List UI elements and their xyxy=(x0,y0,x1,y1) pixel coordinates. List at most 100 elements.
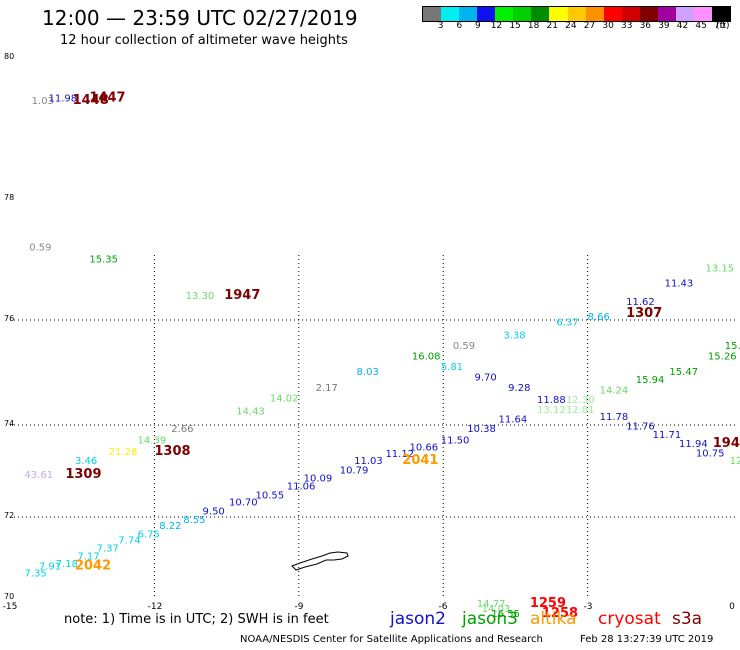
color-swatch xyxy=(621,7,640,21)
wave-height-label: 7.91 xyxy=(39,562,61,573)
wave-height-label: 15.26 xyxy=(708,351,737,362)
lon-tick-0: 0 xyxy=(729,602,735,612)
wave-height-label: 11.62 xyxy=(626,297,655,308)
wave-height-label: 14.02 xyxy=(270,393,299,404)
color-swatch xyxy=(531,7,550,21)
wave-height-label: 11.43 xyxy=(665,279,694,290)
wave-height-label: 10.70 xyxy=(229,498,258,509)
legend-jason2: jason2 xyxy=(390,609,446,629)
wave-height-label: 3.46 xyxy=(75,456,97,467)
wave-height-label: 11.76 xyxy=(626,422,655,433)
color-scale-label: 15 xyxy=(509,21,521,31)
pass-time-label: 1307 xyxy=(626,306,662,321)
wave-height-label: 15. xyxy=(725,341,740,352)
lat-tick-74: 74 xyxy=(4,419,15,428)
wave-height-label: 9.28 xyxy=(508,383,530,394)
color-scale-bar xyxy=(422,6,731,22)
wave-height-label: 6.75 xyxy=(138,529,160,540)
legend-cryosat: cryosat xyxy=(598,609,661,629)
grid-lines xyxy=(10,255,735,598)
pass-time-label: 1947 xyxy=(224,288,260,303)
wave-height-label: 12 xyxy=(730,456,740,467)
wave-height-label: 15.47 xyxy=(669,367,698,378)
lat-tick-76: 76 xyxy=(4,314,15,323)
wave-height-label: 14.24 xyxy=(600,386,629,397)
color-scale-label: 39 xyxy=(658,21,670,31)
lon-tick-minus3: -3 xyxy=(583,602,593,612)
wave-height-label: 43.61 xyxy=(24,470,53,481)
color-swatch xyxy=(477,7,496,21)
color-swatch xyxy=(567,7,586,21)
wave-height-label: 7.18 xyxy=(56,559,78,570)
color-swatch xyxy=(441,7,460,21)
color-swatch xyxy=(603,7,622,21)
pass-time-label: 1258 xyxy=(542,606,578,621)
wave-height-label: 11.50 xyxy=(441,435,470,446)
color-scale-label: 27 xyxy=(583,21,596,31)
color-scale-label: 3 xyxy=(437,21,444,31)
color-swatch xyxy=(459,7,478,21)
wave-height-label: 3.38 xyxy=(503,330,525,341)
wave-height-label: 10.55 xyxy=(255,491,284,502)
pass-time-label: 1309 xyxy=(65,467,101,482)
wave-height-label: 11.78 xyxy=(600,412,629,423)
wave-height-label: 5.81 xyxy=(441,362,463,373)
color-scale-labels: 3 6 9 12 15 18 21 24 27 30 33 36 39 42 45 70 xyxy=(422,21,729,33)
wave-height-label: 8.55 xyxy=(183,515,205,526)
wave-height-label: 8.22 xyxy=(159,521,181,532)
wave-height-label: 11.94 xyxy=(679,439,708,450)
footnote: note: 1) Time is in UTC; 2) SWH is in fe… xyxy=(64,612,329,627)
wave-height-label: 7.37 xyxy=(97,543,119,554)
wave-height-label: 10.66 xyxy=(410,442,439,453)
lon-tick-minus9: -9 xyxy=(294,602,304,612)
wave-height-label: 10.79 xyxy=(340,465,369,476)
lat-tick-78: 78 xyxy=(4,193,15,202)
wave-height-label: 13.12 xyxy=(537,405,566,416)
color-swatch xyxy=(657,7,676,21)
wave-height-label: 0.59 xyxy=(29,242,51,253)
wave-height-label: 11.71 xyxy=(653,430,682,441)
color-scale-label: 33 xyxy=(620,21,633,31)
wave-height-label: 7.35 xyxy=(24,569,46,580)
wave-height-label: 2.66 xyxy=(171,424,193,435)
wave-height-label: 21.28 xyxy=(109,447,138,458)
color-scale-label: 42 xyxy=(676,21,689,31)
legend-s3a: s3a xyxy=(672,609,703,629)
wave-height-label: 1.03 xyxy=(32,96,54,107)
color-swatch xyxy=(495,7,514,21)
wave-height-label: 16.55 xyxy=(491,609,520,620)
color-swatch xyxy=(549,7,568,21)
wave-height-label: 14.39 xyxy=(138,435,167,446)
wave-height-label: 6.37 xyxy=(556,317,578,328)
color-scale-label: 36 xyxy=(639,21,652,31)
wave-height-label: 11.88 xyxy=(537,395,566,406)
lat-tick-70: 70 xyxy=(4,592,15,601)
pass-time-label: 1259 xyxy=(530,596,566,611)
page-subtitle: 12 hour collection of altimeter wave hei… xyxy=(60,33,348,48)
color-scale-label: 9 xyxy=(474,21,481,31)
wave-height-label: 14.03 xyxy=(482,604,511,615)
pass-time-label: 2042 xyxy=(75,559,111,574)
wave-height-label: 13.30 xyxy=(186,291,215,302)
wave-height-label: 8.66 xyxy=(588,312,610,323)
wave-height-label: 11.03 xyxy=(354,456,383,467)
color-swatch xyxy=(693,7,712,21)
pass-time-label: 1447 xyxy=(89,91,125,106)
color-scale-label: 21 xyxy=(546,21,558,31)
wave-height-label: 12.30 xyxy=(566,395,595,406)
pass-time-label: 2041 xyxy=(402,453,438,468)
color-swatch xyxy=(639,7,658,21)
lat-tick-80: 80 xyxy=(4,52,15,61)
wave-height-label: 11.06 xyxy=(287,481,316,492)
lon-tick-minus15: -15 xyxy=(2,602,18,612)
jan-mayen-island xyxy=(291,551,349,571)
wave-height-label: 14.77 xyxy=(477,599,506,610)
page-title: 12:00 — 23:59 UTC 02/27/2019 xyxy=(42,6,358,30)
wave-height-label: 16.08 xyxy=(412,351,441,362)
color-swatch xyxy=(585,7,604,21)
wave-height-label: 9.50 xyxy=(203,507,225,518)
legend-altika: altika xyxy=(530,609,577,629)
color-scale-label: 6 xyxy=(456,21,463,31)
